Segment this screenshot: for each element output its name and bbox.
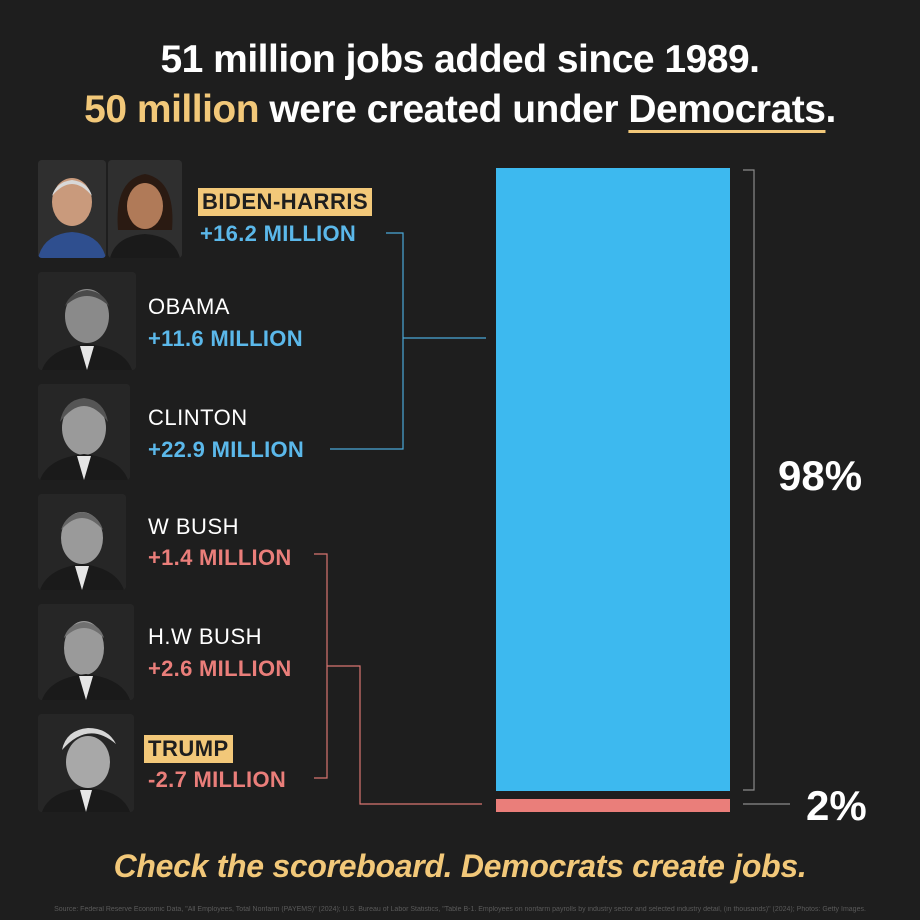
bar-republicans <box>496 799 730 812</box>
portrait-biden <box>38 160 106 258</box>
headline-line-2: 50 million were created under Democrats. <box>0 88 920 132</box>
tagline: Check the scoreboard. Democrats create j… <box>113 848 807 884</box>
row-value-obama: +11.6 MILLION <box>148 326 303 351</box>
rep-connector <box>314 553 482 805</box>
headline-underlined: Democrats <box>628 88 826 131</box>
row-name-trump: TRUMP <box>144 735 233 763</box>
row-value-hw-bush: +2.6 MILLION <box>148 656 292 681</box>
row-value-w-bush: +1.4 MILLION <box>148 545 292 570</box>
row-value-trump: -2.7 MILLION <box>148 767 287 792</box>
bar-democrats <box>496 168 730 791</box>
rep-percent-label: 2% <box>806 782 867 829</box>
portrait-w-bush <box>38 494 126 590</box>
portrait-clinton <box>38 384 130 480</box>
headline-line-1: 51 million jobs added since 1989. <box>0 38 920 82</box>
bar-group <box>496 168 730 812</box>
row-value-biden-harris: +16.2 MILLION <box>200 221 357 246</box>
bracket <box>743 169 790 805</box>
row-name-biden-harris: BIDEN-HARRIS <box>198 188 373 216</box>
portrait-hw-bush <box>38 604 134 700</box>
headline-middle: were created under <box>259 88 629 131</box>
portrait-trump <box>38 714 134 812</box>
dem-percent-label: 98% <box>778 452 863 499</box>
headline-accent: 50 million <box>84 88 260 131</box>
source-note: Source: Federal Reserve Economic Data, "… <box>54 906 866 913</box>
row-name-obama: OBAMA <box>148 294 230 319</box>
dem-connector <box>330 232 486 450</box>
headline-end: . <box>825 88 836 131</box>
row-name-clinton: CLINTON <box>148 405 248 430</box>
portrait-obama <box>38 272 136 370</box>
row-value-clinton: +22.9 MILLION <box>148 437 305 462</box>
headline-line-1-text: 51 million jobs added since 1989. <box>160 38 760 81</box>
portrait-harris <box>108 160 182 258</box>
row-name-w-bush: W BUSH <box>148 514 239 539</box>
row-name-hw-bush: H.W BUSH <box>148 624 262 649</box>
